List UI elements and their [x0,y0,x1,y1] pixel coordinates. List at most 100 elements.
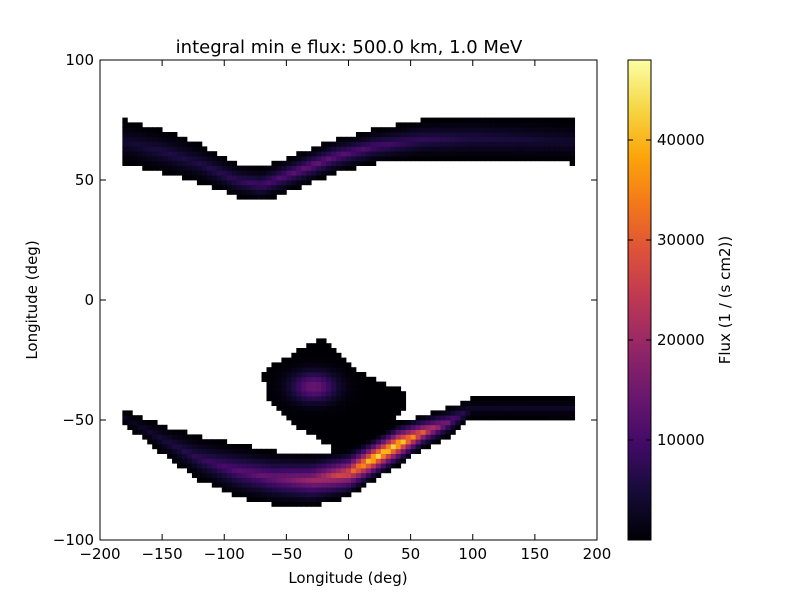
heatmap-cell [276,180,282,186]
heatmap-cell [390,434,397,440]
heatmap-cell [296,458,302,464]
heatmap-cell [544,132,551,138]
heatmap-cell [544,151,551,157]
heatmap-cell [301,362,307,368]
heatmap-cell [276,391,282,397]
heatmap-cell [505,410,511,416]
heatmap-cell [524,136,531,142]
heatmap-cell [360,391,367,397]
heatmap-cell [490,132,496,138]
heatmap-cell [559,146,566,152]
heatmap-cell [147,132,153,138]
heatmap-cell [291,352,297,358]
heatmap-cell [201,146,208,152]
heatmap-cell [177,463,183,469]
heatmap-cell [395,410,402,416]
heatmap-cell [341,444,347,450]
heatmap-cell [271,472,277,478]
heatmap-cell [177,146,183,152]
heatmap-cell [480,415,486,421]
heatmap-cell [331,477,337,483]
heatmap-cell [311,367,317,373]
heatmap-cell [157,136,163,142]
heatmap-cell [490,405,496,411]
heatmap-cell [544,141,551,147]
heatmap-cell [450,136,456,142]
heatmap-cell [172,141,178,147]
heatmap-cell [336,429,342,435]
heatmap-cell [296,477,302,483]
heatmap-cell [365,444,372,450]
heatmap-cell [127,410,133,416]
heatmap-cell [450,429,456,435]
heatmap-cell [385,136,392,142]
heatmap-cell [241,492,248,498]
heatmap-cell [172,160,178,166]
heatmap-cell [246,189,252,195]
heatmap-cell [231,458,238,464]
heatmap-cell [450,424,456,430]
heatmap-cell [241,482,248,488]
heatmap-cell [186,444,193,450]
heatmap-cell [375,405,382,411]
heatmap-cell [490,151,496,157]
heatmap-cell [182,151,188,157]
heatmap-cell [216,180,223,186]
heatmap-cell [549,410,556,416]
heatmap-cell [420,127,426,133]
heatmap-cell [306,357,312,363]
heatmap-cell [326,170,332,176]
heatmap-cell [226,463,233,469]
heatmap-cell [216,463,223,469]
heatmap-cell [206,444,213,450]
heatmap-cell [500,127,506,133]
heatmap-cell [390,396,397,402]
heatmap-cell [341,362,347,368]
heatmap-cell [495,127,501,133]
heatmap-cell [480,122,486,128]
heatmap-cell [182,448,188,454]
heatmap-cell [201,477,208,483]
heatmap-cell [490,127,496,133]
heatmap-cell [365,151,372,157]
heatmap-cell [147,165,153,171]
heatmap-cell [196,453,203,459]
heatmap-cell [276,381,282,387]
heatmap-cell [301,396,307,402]
heatmap-cell [177,170,183,176]
heatmap-cell [301,424,307,430]
heatmap-cell [306,348,312,354]
heatmap-cell [390,458,397,464]
heatmap-cell [465,410,471,416]
heatmap-cell [266,189,272,195]
heatmap-cell [271,372,277,378]
heatmap-cell [549,122,556,128]
heatmap-cell [326,429,332,435]
heatmap-cell [370,405,377,411]
heatmap-cell [385,468,392,474]
heatmap-cell [480,132,486,138]
heatmap-cell [326,151,332,157]
heatmap-cell [485,415,491,421]
heatmap-cell [266,472,272,478]
heatmap-cell [261,184,267,190]
heatmap-cell [460,146,466,152]
heatmap-cell [465,415,471,421]
heatmap-cell [266,458,272,464]
heatmap-cell [380,434,387,440]
heatmap-cell [306,453,312,459]
heatmap-cell [306,372,312,378]
heatmap-cell [440,410,446,416]
heatmap-cell [355,141,362,147]
heatmap-cell [226,180,233,186]
heatmap-cell [321,170,327,176]
heatmap-cell [515,122,521,128]
heatmap-cell [221,463,228,469]
heatmap-cell [157,448,163,454]
heatmap-cell [177,156,183,162]
heatmap-cell [460,151,466,157]
heatmap-cell [122,141,128,147]
heatmap-cell [211,458,218,464]
heatmap-cell [326,477,332,483]
heatmap-cell [276,482,282,488]
